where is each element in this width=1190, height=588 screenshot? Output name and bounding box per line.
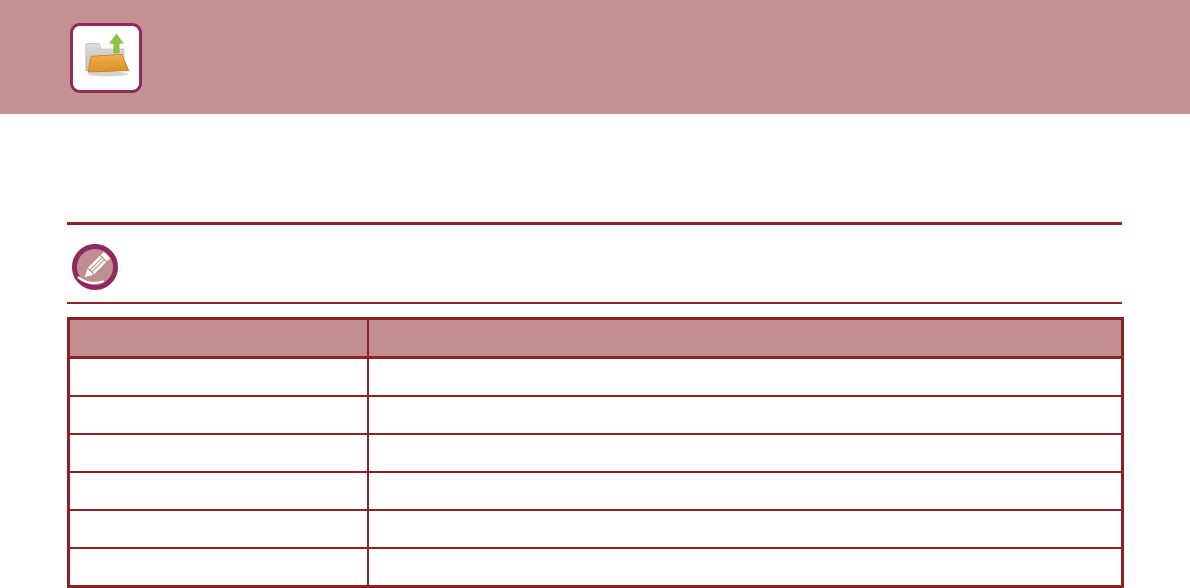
- table-row: [67, 509, 1124, 549]
- table-cell: [67, 547, 369, 588]
- table-row: [67, 356, 1124, 397]
- folder-upload-icon: [85, 33, 130, 77]
- section-divider-top: [67, 222, 1122, 225]
- table-header-cell: [67, 317, 369, 359]
- page-banner: [0, 0, 1190, 114]
- table-cell: [67, 471, 369, 511]
- table-cell: [366, 547, 1124, 588]
- table-cell: [67, 356, 369, 397]
- table-row: [67, 471, 1124, 511]
- reference-table: [67, 317, 1124, 588]
- table-cell: [366, 509, 1124, 549]
- table-cell: [67, 433, 369, 473]
- reference-table-container: [67, 317, 1124, 588]
- table-cell: [366, 395, 1124, 435]
- arrow-up-icon: [109, 33, 124, 54]
- table-cell: [67, 509, 369, 549]
- section-divider-bottom: [67, 302, 1122, 304]
- table-row: [67, 433, 1124, 473]
- folder-upload-icon-box: [70, 23, 142, 93]
- table-cell: [366, 471, 1124, 511]
- table-header-cell: [366, 317, 1124, 359]
- table-cell: [366, 356, 1124, 397]
- table-row: [67, 547, 1124, 588]
- table-header-row: [67, 317, 1124, 359]
- table-row: [67, 395, 1124, 435]
- table-cell: [67, 395, 369, 435]
- table-body: [67, 356, 1124, 588]
- pencil-note-icon: [72, 244, 118, 290]
- table-cell: [366, 433, 1124, 473]
